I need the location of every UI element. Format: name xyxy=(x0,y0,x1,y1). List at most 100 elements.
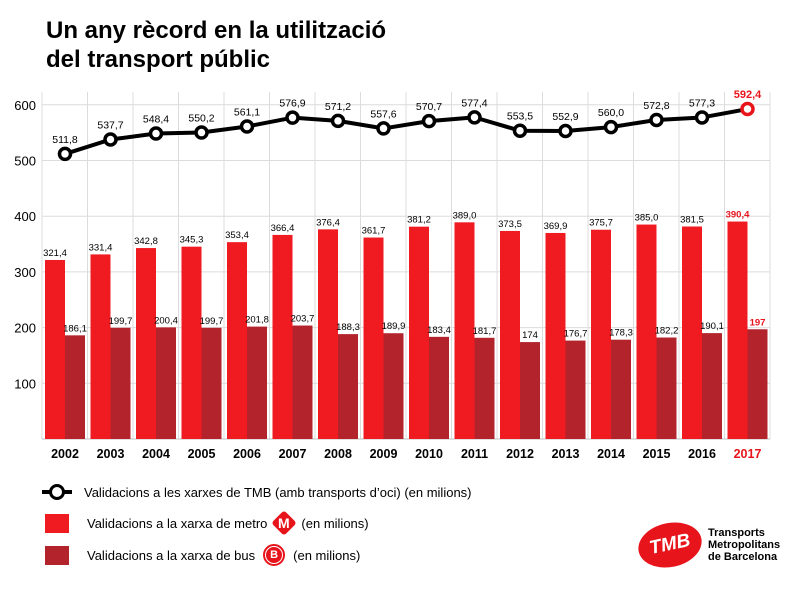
legend-bus-unit: (en milions) xyxy=(293,547,361,563)
total-series-line xyxy=(64,107,748,156)
bus-bar xyxy=(65,335,85,439)
y-tick-label: 400 xyxy=(14,209,36,224)
bus-bar xyxy=(247,326,267,439)
y-tick-label: 300 xyxy=(14,265,36,280)
bus-bar xyxy=(747,329,768,439)
tmb-logo-icon: TMB xyxy=(634,516,706,574)
total-value-label: 577,3 xyxy=(689,97,715,109)
total-value-label: 592,4 xyxy=(734,89,762,101)
x-tick-label: 2016 xyxy=(688,447,716,461)
x-tick-label: 2006 xyxy=(233,447,261,461)
title-line-2: del transport públic xyxy=(46,46,271,73)
total-point xyxy=(194,125,209,140)
bus-bar xyxy=(156,327,176,439)
x-tick-label: 2007 xyxy=(279,447,307,461)
y-tick-label: 200 xyxy=(14,321,36,336)
metro-value-label: 381,5 xyxy=(680,215,704,226)
metro-bar xyxy=(409,226,429,439)
line-marker-icon xyxy=(42,481,72,503)
logo-line-3: de Barcelona xyxy=(708,551,778,563)
chart-svg: 100 200 300 400 500 600 321,4 186,1 2002 331,4 199… xyxy=(14,89,771,461)
logo-mark-text: TMB xyxy=(647,529,693,560)
total-point xyxy=(467,110,482,125)
total-value-label: 553,5 xyxy=(507,111,533,123)
y-tick-label: 100 xyxy=(14,376,36,391)
total-value-label: 550,2 xyxy=(188,113,214,125)
bus-value-label: 201,8 xyxy=(245,315,269,326)
metro-bar xyxy=(90,254,111,439)
metro-value-label: 390,4 xyxy=(726,210,750,221)
metro-badge-letter: M xyxy=(278,514,291,531)
total-value-label: 561,1 xyxy=(234,106,260,118)
bus-bar xyxy=(565,340,586,439)
title-line-1: Un any rècord en la utilització xyxy=(46,17,387,44)
bus-bar xyxy=(383,333,404,439)
total-point xyxy=(421,113,437,129)
tmb-logo: TMB Transports Metropolitans de Barcelon… xyxy=(634,516,781,574)
bus-value-label: 189,9 xyxy=(382,321,406,332)
bus-bar xyxy=(201,327,222,439)
x-tick-label: 2011 xyxy=(461,447,488,461)
legend-line-label: Validacions a les xarxes de TMB (amb tra… xyxy=(84,484,472,500)
total-point xyxy=(239,119,255,134)
metro-bar xyxy=(727,221,748,439)
bus-bar xyxy=(110,327,131,439)
legend-metro-label: Validacions a la xarxa de metro xyxy=(87,515,268,531)
bus-bar xyxy=(656,337,677,439)
total-value-label: 571,2 xyxy=(325,101,351,113)
bus-value-label: 199,7 xyxy=(109,316,133,327)
metro-swatch xyxy=(45,513,69,533)
metro-value-label: 375,7 xyxy=(589,218,613,229)
total-point xyxy=(376,121,391,136)
total-point xyxy=(285,110,300,125)
legend-metro-unit: (en milions) xyxy=(301,515,369,531)
metro-value-label: 385,0 xyxy=(635,213,659,224)
x-tick-label: 2014 xyxy=(597,447,625,461)
bus-bar xyxy=(338,334,358,439)
legend-metro-item: Validacions a la xarxa de metro M (en mi… xyxy=(42,510,369,536)
x-tick-label: 2002 xyxy=(51,447,79,461)
total-point xyxy=(512,123,528,138)
y-tick-label: 600 xyxy=(14,98,36,113)
total-point xyxy=(603,119,619,135)
x-tick-label: 2012 xyxy=(506,447,534,461)
bus-bar xyxy=(429,336,449,439)
x-tick-label: 2003 xyxy=(97,447,125,461)
x-tick-label: 2005 xyxy=(188,447,216,461)
x-tick-label: 2017 xyxy=(734,447,762,461)
bus-value-label: 203,7 xyxy=(291,314,315,325)
total-point xyxy=(740,101,755,117)
total-value-label: 537,7 xyxy=(97,120,123,132)
metro-bar xyxy=(545,232,566,439)
metro-bar xyxy=(136,248,156,439)
logo-line-2: Metropolitans xyxy=(708,539,781,551)
bus-value-label: 181,7 xyxy=(473,326,497,337)
chart-title: Un any rècord en la utilització del tran… xyxy=(46,16,386,74)
metro-value-label: 381,2 xyxy=(407,215,431,226)
x-tick-label: 2010 xyxy=(415,447,443,461)
x-tick-label: 2015 xyxy=(643,447,671,461)
bus-value-label: 176,7 xyxy=(564,329,588,340)
metro-icon: M xyxy=(271,510,298,536)
logo-line-1: Transports xyxy=(708,527,765,539)
metro-bar xyxy=(500,230,520,439)
metro-value-label: 389,0 xyxy=(453,210,477,221)
metro-bar xyxy=(363,237,384,439)
total-value-label: 560,0 xyxy=(598,107,624,119)
total-value-label: 548,4 xyxy=(143,114,169,126)
bus-bar xyxy=(292,325,313,439)
bus-bar xyxy=(611,339,631,439)
bus-value-label: 183,4 xyxy=(427,325,451,336)
total-value-label: 577,4 xyxy=(461,97,487,109)
total-value-label: 557,6 xyxy=(370,108,396,120)
metro-bar xyxy=(45,259,65,439)
metro-value-label: 345,3 xyxy=(180,235,204,246)
total-point xyxy=(694,110,710,125)
total-value-label: 511,8 xyxy=(52,134,78,146)
x-tick-label: 2009 xyxy=(370,447,398,461)
bus-value-label: 197 xyxy=(750,317,766,328)
metro-bar xyxy=(591,229,611,439)
total-value-label: 552,9 xyxy=(552,111,578,123)
x-tick-label: 2004 xyxy=(142,447,170,461)
